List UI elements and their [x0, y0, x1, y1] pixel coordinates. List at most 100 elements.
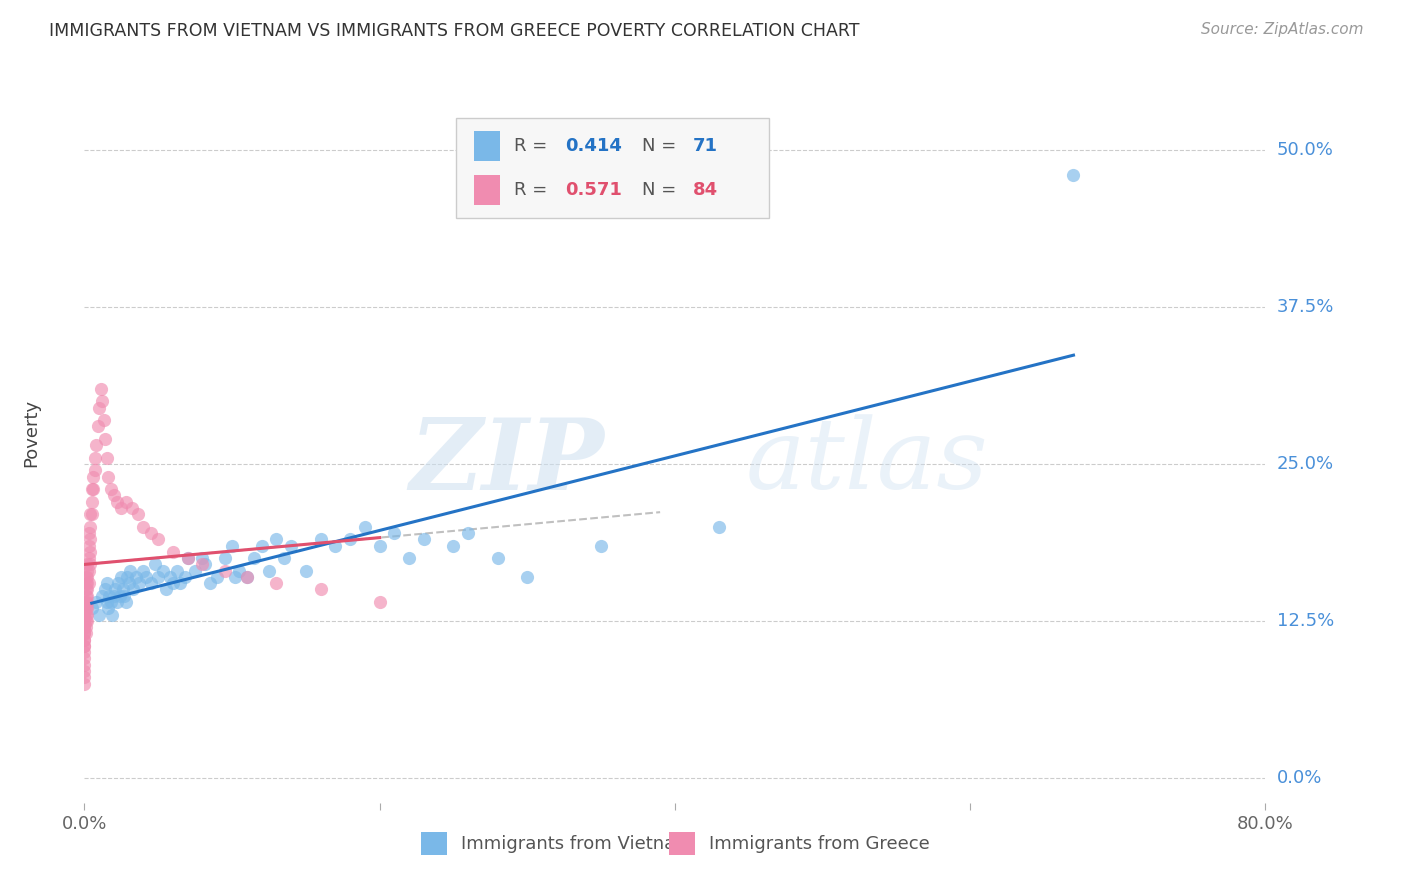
Point — [75, 620, 97, 634]
Point — [76, 614, 98, 628]
Point — [73, 620, 96, 634]
Text: 0.0%: 0.0% — [1277, 769, 1322, 787]
Point — [93, 413, 115, 427]
Point — [159, 570, 181, 584]
Point — [83, 450, 105, 465]
Point — [73, 632, 96, 647]
Point — [214, 564, 236, 578]
Point — [257, 564, 280, 578]
Text: Immigrants from Vietnam: Immigrants from Vietnam — [461, 835, 693, 853]
Text: 50.0%: 50.0% — [1277, 141, 1333, 160]
Bar — [474, 131, 501, 161]
Point — [76, 595, 98, 609]
Point — [162, 545, 184, 559]
Point — [198, 576, 221, 591]
Point — [75, 595, 97, 609]
Point — [132, 564, 155, 578]
Point — [96, 576, 118, 591]
Point — [114, 494, 136, 508]
Point — [75, 576, 97, 591]
Text: 84: 84 — [693, 181, 717, 199]
Point — [354, 520, 377, 534]
Point — [73, 607, 96, 622]
Point — [398, 551, 420, 566]
Point — [122, 582, 145, 597]
Point — [273, 551, 295, 566]
Text: 12.5%: 12.5% — [1277, 612, 1334, 630]
Point — [110, 500, 132, 515]
Point — [111, 582, 134, 597]
Text: N =: N = — [641, 137, 682, 155]
Point — [73, 626, 96, 640]
Point — [243, 551, 266, 566]
Point — [184, 564, 207, 578]
Point — [236, 570, 259, 584]
Point — [76, 564, 98, 578]
Point — [76, 570, 98, 584]
Point — [155, 582, 177, 597]
Point — [77, 526, 100, 541]
Point — [457, 526, 479, 541]
Bar — [420, 832, 447, 855]
Point — [94, 432, 117, 446]
Point — [73, 620, 96, 634]
Point — [75, 601, 97, 615]
Text: 0.414: 0.414 — [565, 137, 621, 155]
Point — [105, 595, 128, 609]
Point — [191, 558, 214, 572]
Point — [96, 595, 118, 609]
Point — [120, 564, 142, 578]
Point — [103, 488, 125, 502]
Text: 0.571: 0.571 — [565, 181, 621, 199]
Point — [139, 576, 162, 591]
Point — [84, 438, 107, 452]
Point — [166, 564, 188, 578]
Point — [591, 539, 613, 553]
Point — [114, 595, 136, 609]
Point — [75, 614, 97, 628]
Point — [191, 551, 214, 566]
Point — [75, 607, 97, 622]
Point — [76, 601, 98, 615]
Point — [152, 564, 174, 578]
Point — [309, 582, 332, 597]
Point — [84, 595, 107, 609]
Point — [214, 551, 236, 566]
Point — [148, 533, 170, 547]
Point — [87, 401, 111, 415]
Point — [73, 607, 96, 622]
Point — [107, 576, 129, 591]
Point — [118, 576, 141, 591]
Point — [413, 533, 436, 547]
Point — [339, 533, 361, 547]
Point — [143, 558, 166, 572]
Point — [90, 382, 112, 396]
Point — [73, 651, 96, 665]
Point — [108, 589, 131, 603]
Point — [443, 539, 465, 553]
Point — [79, 533, 101, 547]
Point — [75, 582, 97, 597]
Point — [97, 469, 120, 483]
Point — [103, 589, 125, 603]
Point — [228, 564, 250, 578]
Point — [177, 551, 200, 566]
Point — [94, 582, 117, 597]
Point — [115, 570, 138, 584]
Text: R =: R = — [515, 181, 553, 199]
Point — [75, 626, 97, 640]
Point — [98, 589, 121, 603]
Point — [75, 589, 97, 603]
Point — [76, 576, 98, 591]
Point — [486, 551, 509, 566]
Point — [76, 607, 98, 622]
Point — [87, 607, 111, 622]
Point — [79, 520, 101, 534]
Point — [96, 450, 118, 465]
Point — [76, 582, 98, 597]
FancyBboxPatch shape — [457, 118, 769, 218]
Point — [110, 570, 132, 584]
Point — [80, 601, 103, 615]
Point — [709, 520, 731, 534]
Point — [112, 589, 135, 603]
